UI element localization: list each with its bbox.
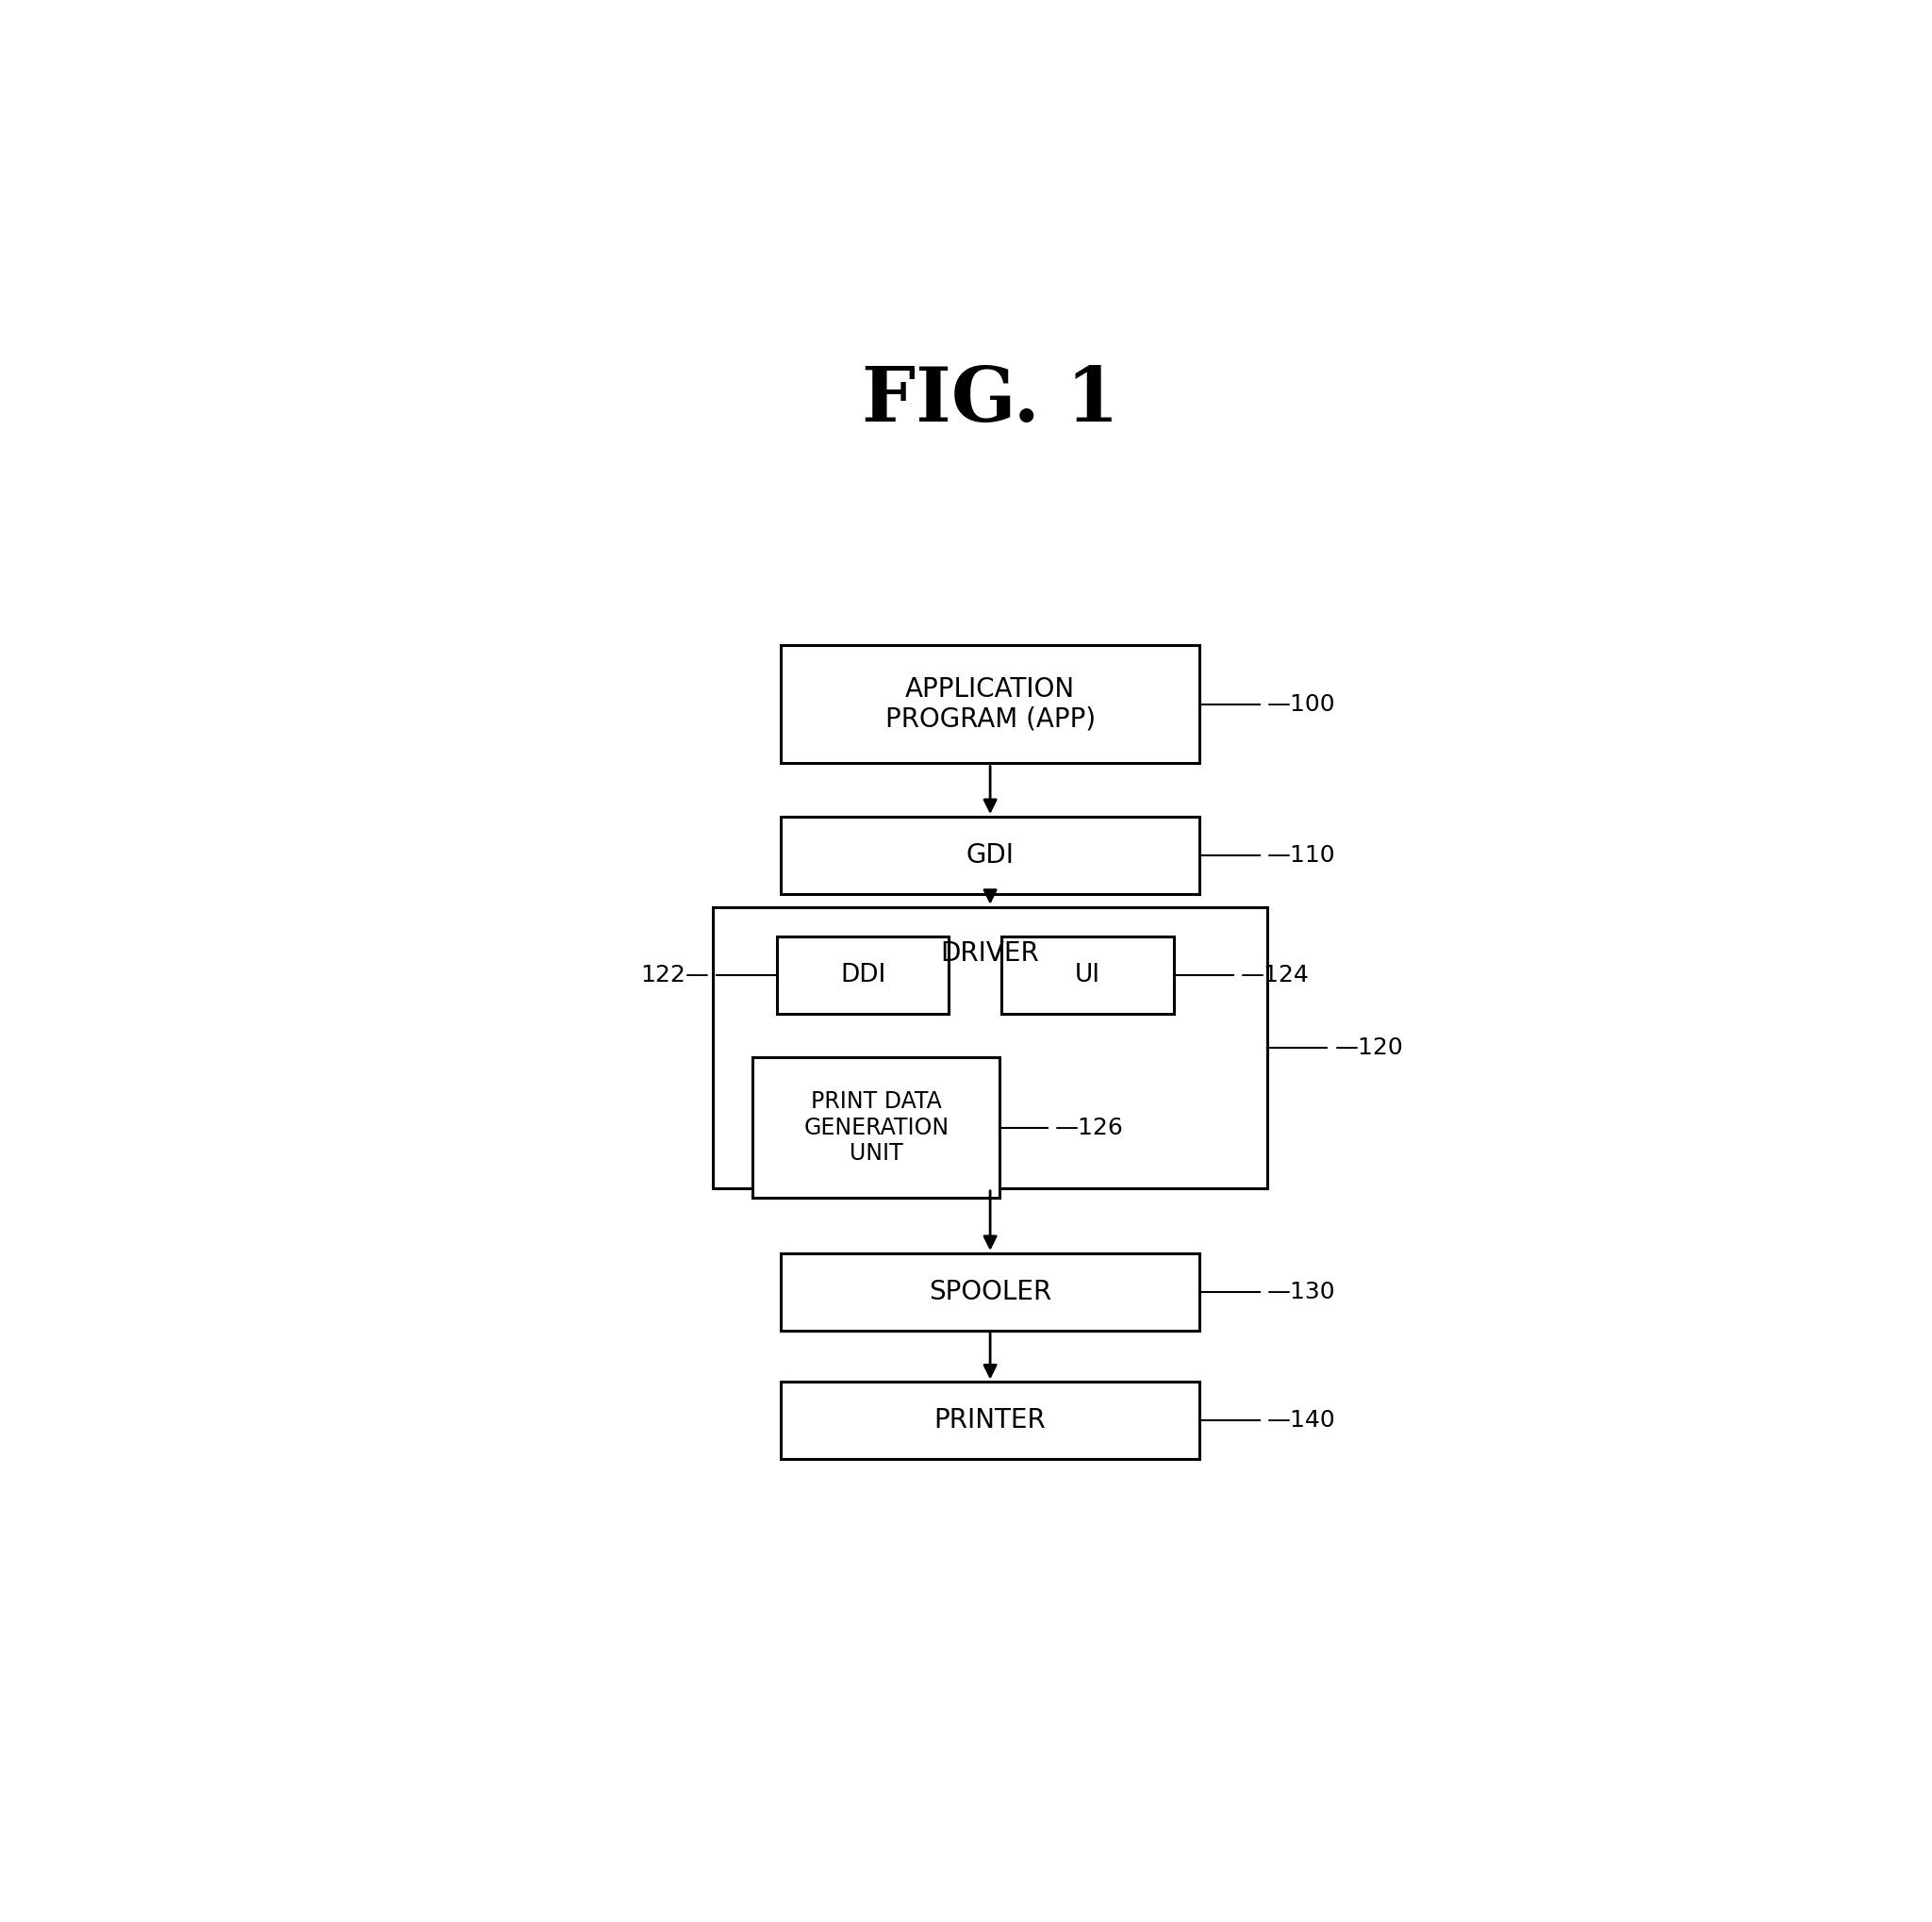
Text: —126: —126: [1055, 1117, 1124, 1140]
Text: —110: —110: [1267, 844, 1335, 867]
Text: SPOOLER: SPOOLER: [929, 1278, 1051, 1305]
Text: —100: —100: [1267, 694, 1335, 715]
Text: —124: —124: [1240, 963, 1310, 986]
FancyBboxPatch shape: [1001, 936, 1173, 1013]
Text: DDI: DDI: [840, 963, 885, 988]
FancyBboxPatch shape: [781, 817, 1200, 894]
Text: APPLICATION
PROGRAM (APP): APPLICATION PROGRAM (APP): [885, 677, 1095, 732]
FancyBboxPatch shape: [781, 646, 1200, 763]
Text: —140: —140: [1267, 1409, 1335, 1432]
FancyBboxPatch shape: [713, 907, 1267, 1188]
Text: 122—: 122—: [641, 963, 709, 986]
Text: DRIVER: DRIVER: [941, 940, 1039, 967]
FancyBboxPatch shape: [753, 1057, 1001, 1197]
Text: —120: —120: [1335, 1036, 1403, 1059]
Text: —130: —130: [1267, 1280, 1335, 1303]
FancyBboxPatch shape: [781, 1253, 1200, 1330]
Text: UI: UI: [1074, 963, 1099, 988]
Text: PRINTER: PRINTER: [935, 1407, 1045, 1434]
FancyBboxPatch shape: [777, 936, 949, 1013]
Text: FIG. 1: FIG. 1: [862, 363, 1119, 438]
Text: GDI: GDI: [966, 842, 1014, 869]
FancyBboxPatch shape: [781, 1382, 1200, 1459]
Text: PRINT DATA
GENERATION
UNIT: PRINT DATA GENERATION UNIT: [804, 1090, 949, 1165]
